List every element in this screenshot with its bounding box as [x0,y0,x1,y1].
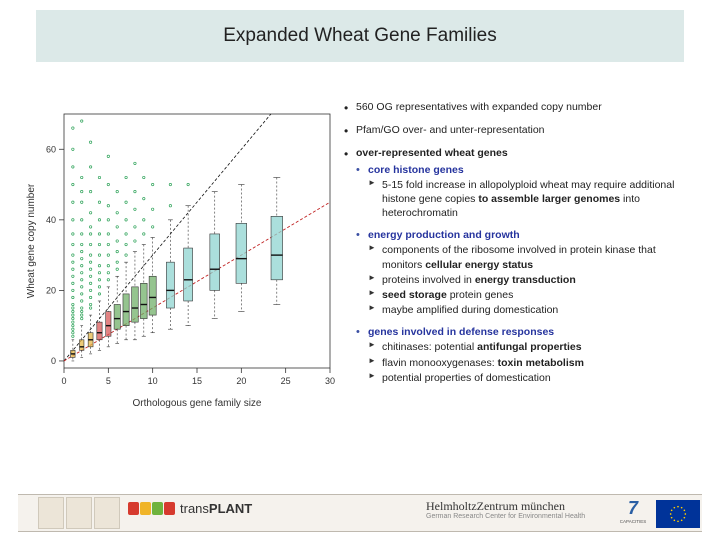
svg-text:20: 20 [236,376,246,386]
svg-text:20: 20 [46,285,56,295]
eu-flag-icon [656,500,700,528]
tri-def-1: chitinases: potential antifungal propert… [368,340,694,354]
thumb-icon [38,497,64,529]
bullet-og: 560 OG representatives with expanded cop… [344,100,694,114]
footer-strip: transPLANT HelmholtzZentrum münchen Germ… [18,494,702,532]
helmholtz-main: HelmholtzZentrum münchen [426,500,585,513]
tri-def-2: flavin monooxygenases: toxin metabolism [368,356,694,370]
svg-text:0: 0 [51,356,56,366]
tri-def-3: potential properties of domestication [368,371,694,385]
helmholtz-logo: HelmholtzZentrum münchen German Research… [426,500,585,521]
svg-text:Orthologous gene family size: Orthologous gene family size [133,398,262,409]
fp7-number: 7 [628,498,638,519]
svg-text:30: 30 [325,376,335,386]
title-bar: Expanded Wheat Gene Families [36,10,684,62]
svg-text:10: 10 [148,376,158,386]
svg-text:5: 5 [106,376,111,386]
tri-energy-4: maybe amplified during domestication [368,303,694,317]
svg-text:60: 60 [46,144,56,154]
thumb-icon [94,497,120,529]
bullet-og-text: 560 OG representatives with expanded cop… [356,101,602,113]
page-title: Expanded Wheat Gene Families [223,25,497,47]
notes-panel: 560 OG representatives with expanded cop… [340,94,720,490]
sub-histone-label: core histone genes [368,164,464,176]
footer-thumbnails [38,497,120,529]
sub-histone: core histone genes 5-15 fold increase in… [356,163,694,221]
bullet-overrep: over-represented wheat genes core histon… [344,146,694,385]
tri-histone-1: 5-15 fold increase in allopolyploid whea… [368,178,694,221]
transplant-logo: transPLANT [128,501,252,516]
bullet-pfam: Pfam/GO over- and unter-representation [344,123,694,137]
sub-energy: energy production and growth components … [356,228,694,317]
boxplot-chart: 0 5 10 15 20 25 30 0 20 40 60 Orthologous gene fami… [20,104,340,414]
tri-energy-2: proteins involved in energy transduction [368,273,694,287]
footer: transPLANT HelmholtzZentrum münchen Germ… [0,494,720,550]
tri-energy-1: components of the ribosome involved in p… [368,243,694,271]
content-row: 0 5 10 15 20 25 30 0 20 40 60 Orthologous gene fami… [0,94,720,490]
sub-defense-label: genes involved in defense responses [368,326,554,338]
svg-text:0: 0 [61,376,66,386]
bullet-overrep-text: over-represented wheat genes [356,147,508,159]
svg-text:25: 25 [281,376,291,386]
fp7-sub: CAPACITIES [620,519,646,524]
sub-energy-label: energy production and growth [368,229,520,241]
helmholtz-sub: German Research Center for Environmental… [426,513,585,521]
bullet-pfam-text: Pfam/GO over- and unter-representation [356,124,545,136]
sub-defense: genes involved in defense responses chit… [356,325,694,385]
svg-text:15: 15 [192,376,202,386]
thumb-icon [66,497,92,529]
tri-energy-3: seed storage protein genes [368,288,694,302]
svg-text:Wheat gene copy number: Wheat gene copy number [26,183,37,298]
transplant-boxes-icon [128,502,175,515]
transplant-text: transPLANT [180,501,252,516]
fp7-logo: 7 CAPACITIES [620,498,646,524]
chart-area: 0 5 10 15 20 25 30 0 20 40 60 Orthologous gene fami… [0,94,340,490]
svg-text:40: 40 [46,215,56,225]
